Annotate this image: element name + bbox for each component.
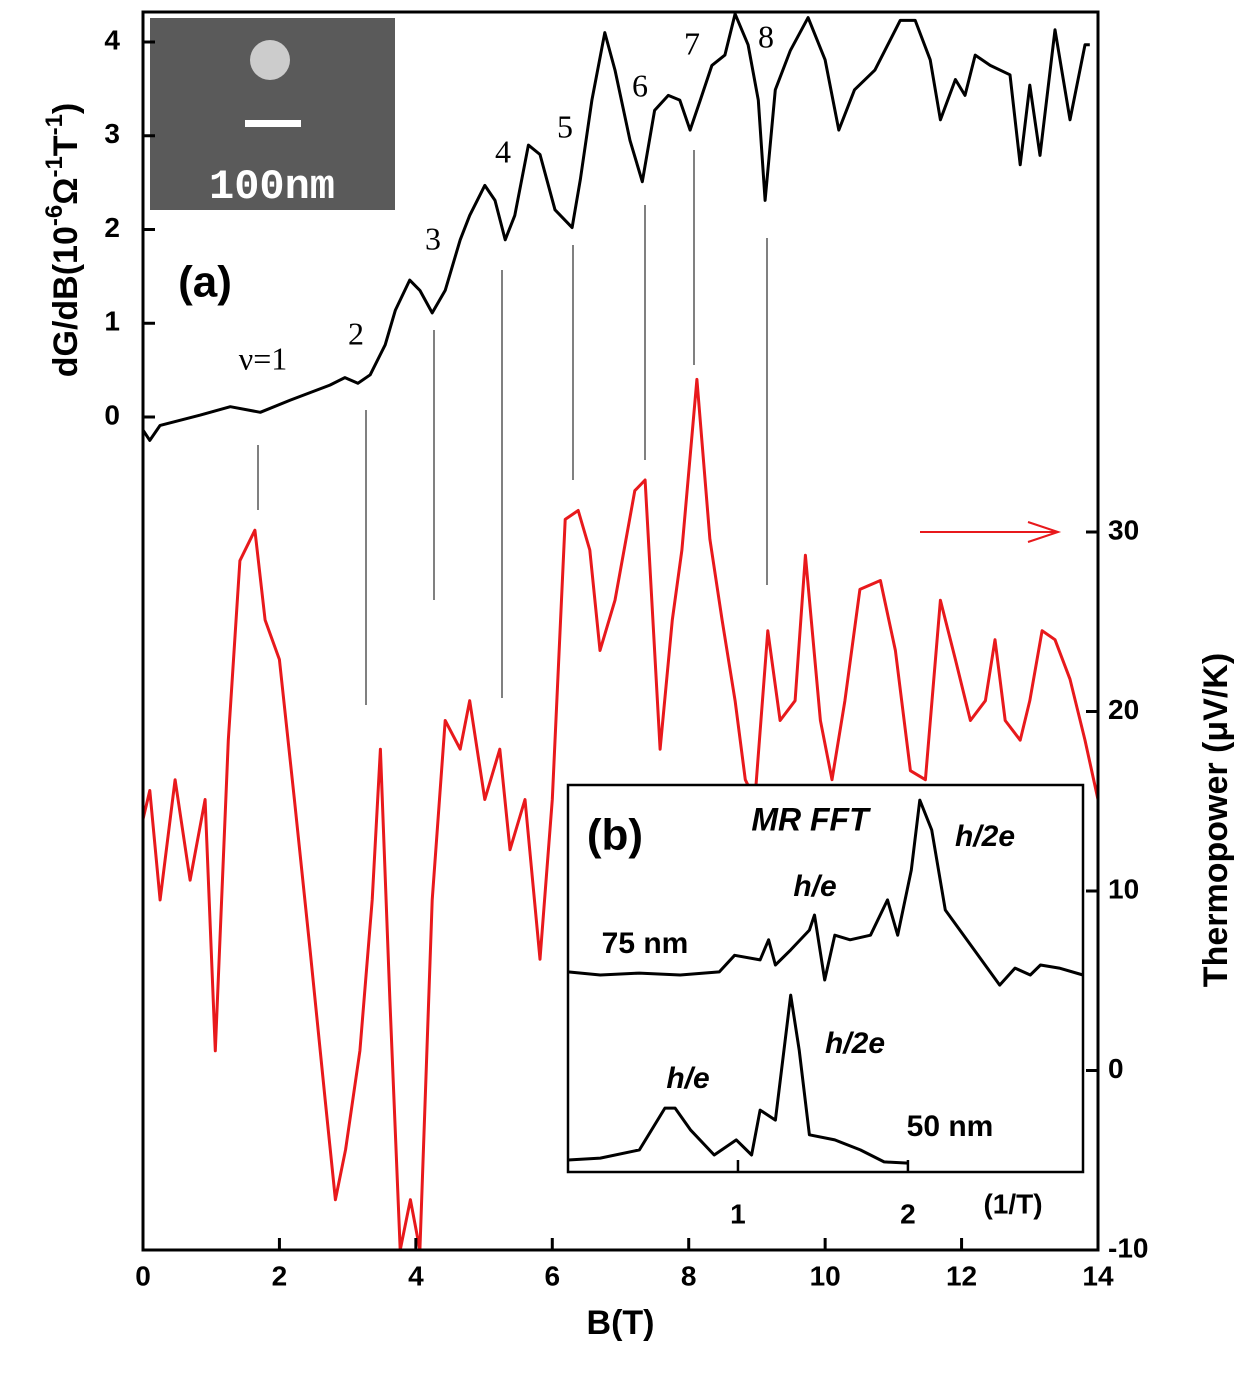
annotation: 8: [758, 18, 774, 54]
x-tick-label: 10: [810, 1260, 841, 1291]
data-line: [143, 377, 1098, 1250]
y-axis-label-part: Ω: [47, 178, 85, 205]
annotation: 6: [632, 67, 648, 103]
y2-axis-label: Thermopower (μV/K): [1197, 653, 1235, 987]
image-label: 100nm: [209, 163, 335, 211]
y-tick-label: 0: [104, 399, 120, 430]
y-tick-label: 4: [104, 24, 120, 55]
annotation: 2: [348, 315, 364, 351]
y2-tick-label: 10: [1108, 873, 1139, 904]
y-axis-label-part: -1: [41, 156, 68, 177]
x-axis-label: (1/T): [983, 1188, 1042, 1219]
x-tick-label: 2: [272, 1260, 288, 1291]
annotation: ν=1: [239, 340, 288, 376]
annotation: (a): [178, 258, 232, 307]
y-axis-label-part: -6: [41, 205, 68, 226]
x-tick-label: 14: [1082, 1260, 1114, 1291]
y2-tick-label: -10: [1108, 1232, 1148, 1263]
annotation: h/2e: [825, 1027, 885, 1060]
annotation: 4: [495, 133, 511, 169]
annotation: h/e: [793, 870, 836, 903]
x-tick-label: 8: [681, 1260, 697, 1291]
guide-lines: [257, 150, 768, 705]
axis-arrow: [920, 521, 1062, 543]
data-line: [143, 12, 1090, 442]
annotation: 75 nm: [602, 927, 689, 960]
inset-frame: [566, 783, 1085, 1174]
y-axis-label-part: ): [47, 103, 85, 114]
y2-tick-label: 20: [1108, 694, 1139, 725]
y-axis-label: dG/dB(10-6Ω-1T-1): [41, 103, 85, 378]
annotation: 3: [425, 220, 441, 256]
data-line: [567, 798, 1084, 987]
y2-tick-label: 0: [1108, 1053, 1124, 1084]
annotation: 7: [684, 25, 700, 61]
y-tick-label: 1: [104, 306, 120, 337]
annotation: 50 nm: [907, 1110, 994, 1143]
y-axis-label-part: T: [47, 135, 85, 156]
inset-title: MR FFT: [751, 801, 871, 837]
x-tick-label: 0: [135, 1260, 151, 1291]
x-tick-label: 4: [408, 1260, 424, 1291]
y-axis-label-part: dG/dB(10: [47, 226, 85, 377]
plot-frame: [141, 10, 1100, 1252]
data-line: [567, 993, 908, 1165]
y2-tick-label: 30: [1108, 514, 1139, 545]
x-tick-label: 1: [730, 1198, 746, 1229]
sem-image: [150, 18, 395, 210]
annotation: h/2e: [955, 820, 1015, 853]
x-tick-label: 2: [900, 1198, 916, 1229]
x-tick-label: 12: [946, 1260, 977, 1291]
y-tick-label: 3: [104, 118, 120, 149]
x-tick-label: 6: [544, 1260, 560, 1291]
x-axis-label: B(T): [587, 1304, 655, 1342]
y-axis-label-part: -1: [41, 114, 68, 135]
y-tick-label: 2: [104, 212, 120, 243]
annotation: 5: [557, 108, 573, 144]
annotation: (b): [587, 811, 643, 860]
annotation: h/e: [666, 1062, 709, 1095]
